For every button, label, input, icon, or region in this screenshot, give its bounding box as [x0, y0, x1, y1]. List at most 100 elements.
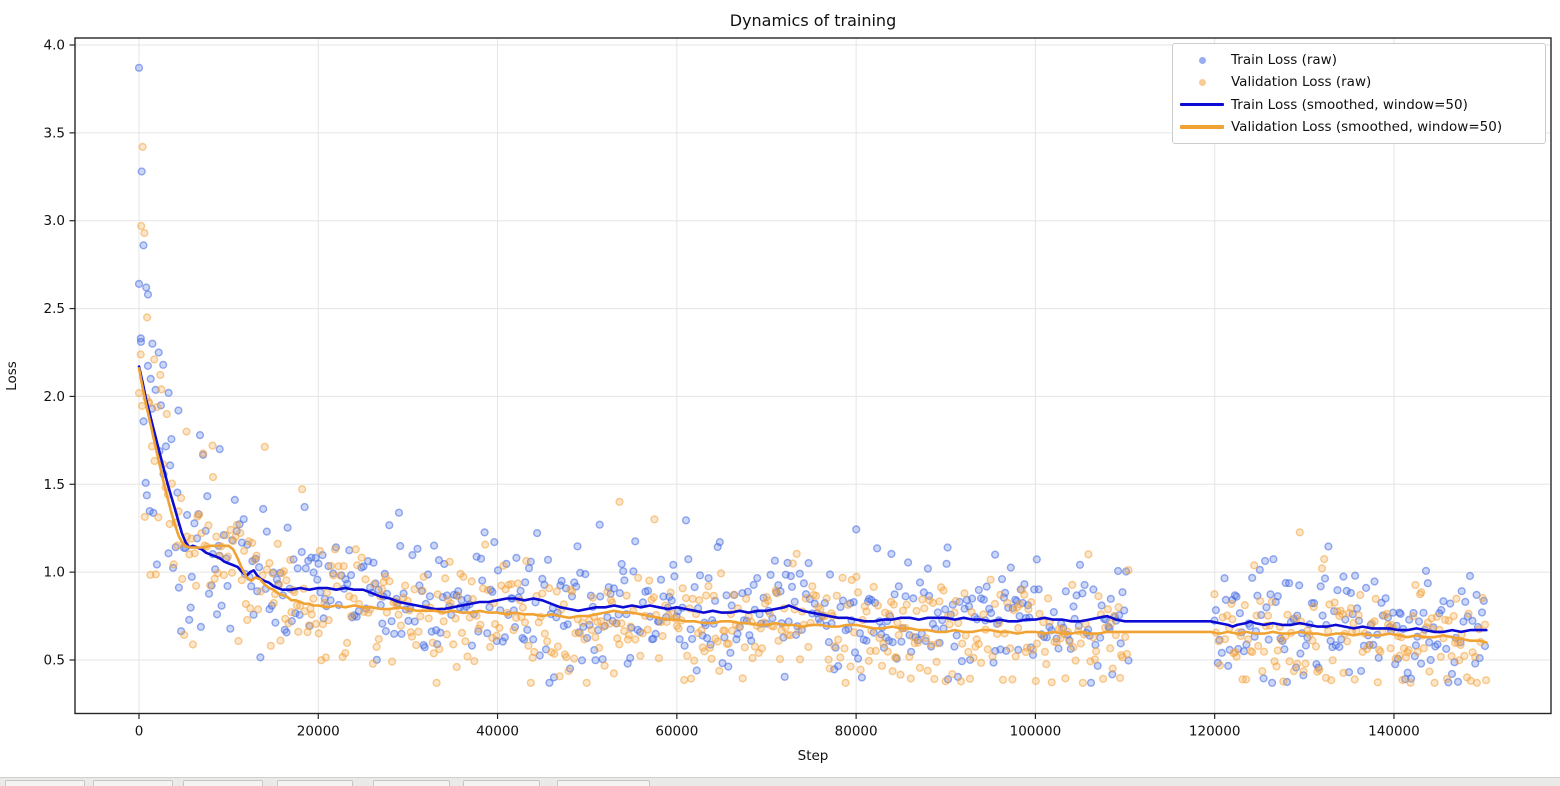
scatter-point — [256, 587, 265, 596]
scatter-point — [1259, 674, 1268, 683]
y-tick-label: 3.5 — [44, 125, 65, 141]
scatter-point — [381, 626, 391, 636]
toolbar-button[interactable] — [93, 780, 173, 786]
toolbar-button[interactable] — [373, 780, 450, 786]
scatter-point — [434, 555, 444, 565]
scatter-point — [1089, 585, 1098, 594]
scatter-point — [1015, 600, 1025, 609]
scatter-point — [1459, 617, 1468, 626]
scatter-point — [429, 649, 438, 658]
scatter-point — [1273, 592, 1282, 601]
scatter-point — [316, 588, 325, 597]
scatter-point — [1301, 659, 1310, 668]
scatter-point — [314, 559, 323, 568]
scatter-point — [705, 643, 715, 653]
scatter-point — [836, 653, 845, 662]
scatter-point — [976, 658, 986, 667]
scatter-point — [1414, 617, 1424, 626]
scatter-point — [695, 571, 705, 580]
scatter-point — [286, 555, 295, 565]
scatter-point — [901, 592, 910, 601]
scatter-point — [1447, 669, 1457, 679]
scatter-point — [748, 653, 757, 663]
scatter-point — [140, 512, 149, 522]
scatter-point — [248, 538, 257, 548]
scatter-point — [766, 570, 775, 580]
scatter-point — [633, 573, 643, 582]
scatter-point — [598, 655, 607, 664]
toolbar-button[interactable] — [183, 780, 263, 786]
scatter-point — [343, 579, 352, 588]
scatter-point — [1404, 645, 1413, 655]
scatter-point — [709, 591, 718, 600]
scatter-point — [432, 678, 441, 687]
scatter-point — [727, 626, 737, 635]
scatter-point — [449, 640, 458, 649]
scatter-point — [326, 561, 336, 570]
scatter-point — [1356, 666, 1366, 676]
legend-box: Train Loss (raw) Validation Loss (raw) T… — [1172, 43, 1546, 144]
scatter-point — [476, 554, 486, 563]
scatter-point — [757, 644, 767, 653]
scatter-point — [134, 389, 144, 398]
x-tick-label: 40000 — [476, 724, 519, 740]
scatter-point — [468, 594, 477, 604]
scatter-point — [287, 608, 296, 617]
scatter-point — [674, 624, 683, 633]
scatter-point — [578, 618, 587, 627]
scatter-point — [467, 641, 477, 650]
scatter-point — [1080, 580, 1089, 590]
scatter-point — [615, 497, 624, 507]
toolbar-button[interactable] — [277, 780, 353, 786]
scatter-point — [512, 553, 521, 563]
legend-label: Train Loss (raw) — [1231, 52, 1337, 69]
scatter-point — [920, 604, 929, 613]
scatter-point — [957, 657, 967, 666]
scatter-point — [582, 678, 591, 687]
scatter-point — [1425, 667, 1434, 676]
scatter-point — [204, 589, 214, 598]
y-tick-label: 3.0 — [44, 213, 65, 229]
scatter-point — [1416, 659, 1426, 668]
toolbar-button[interactable] — [5, 780, 85, 786]
scatter-point — [543, 637, 552, 646]
scatter-point — [1217, 648, 1226, 657]
scatter-point — [1256, 596, 1265, 606]
scatter-point — [869, 582, 878, 592]
scatter-point — [892, 653, 901, 662]
scatter-point — [521, 578, 530, 587]
scatter-point — [681, 593, 691, 603]
tick-labels: 0 20000 40000 60000 80000 100000 120000 140000 0… — [44, 38, 1420, 740]
scatter-point — [790, 597, 799, 606]
scatter-point — [157, 385, 166, 394]
scatter-point — [866, 646, 875, 656]
scatter-point — [300, 502, 309, 512]
scatter-point — [724, 639, 733, 648]
scatter-point — [239, 515, 248, 524]
train-line-swatch-icon — [1173, 102, 1231, 107]
scatter-point — [680, 641, 689, 650]
scatter-point — [990, 550, 1000, 559]
toolbar-button[interactable] — [463, 780, 540, 786]
scatter-point — [185, 615, 194, 625]
scatter-point — [1272, 662, 1281, 671]
scatter-point — [1442, 644, 1451, 654]
scatter-point — [532, 528, 542, 538]
scatter-point — [322, 588, 332, 597]
scatter-point — [718, 658, 727, 668]
scatter-point — [161, 442, 171, 451]
scatter-point — [915, 578, 925, 587]
scatter-point — [659, 592, 668, 601]
scatter-point — [1446, 599, 1455, 608]
scatter-point — [1426, 655, 1435, 665]
scatter-point — [1008, 675, 1017, 684]
scatter-point — [192, 581, 201, 590]
scatter-point — [1449, 611, 1458, 621]
toolbar-button[interactable] — [557, 780, 650, 786]
scatter-point — [282, 628, 291, 637]
scatter-point — [262, 527, 271, 536]
scatter-point — [370, 580, 379, 589]
scatter-point — [1061, 674, 1070, 683]
scatter-point — [795, 569, 804, 578]
scatter-point — [1403, 668, 1412, 677]
